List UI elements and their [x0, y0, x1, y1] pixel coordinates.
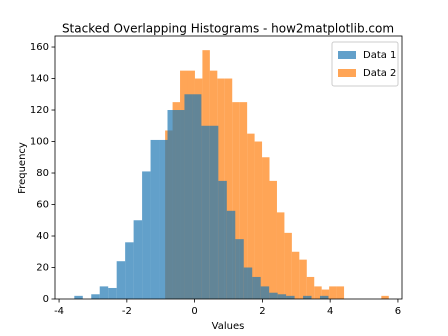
bar [254, 141, 263, 299]
bar [133, 220, 143, 299]
bar [381, 295, 389, 299]
bar [286, 295, 295, 299]
legend-box [331, 41, 399, 87]
bar [269, 292, 278, 299]
y-axis-label: Frequency [17, 142, 28, 194]
bar [284, 232, 292, 299]
bar [167, 110, 176, 299]
bar [276, 212, 285, 299]
x-tick-label: 2 [259, 306, 265, 317]
legend-label: Data 1 [363, 50, 396, 61]
bar [319, 295, 329, 299]
bar [277, 294, 287, 299]
bar [226, 210, 236, 299]
bar [99, 286, 109, 299]
bar [329, 286, 337, 299]
x-axis-label: Values [212, 321, 245, 332]
y-tick-label: 80 [36, 168, 49, 179]
y-tick-label: 20 [36, 263, 49, 274]
x-tick-label: 4 [327, 306, 333, 317]
y-tick-label: 0 [43, 294, 49, 305]
bar [175, 110, 185, 299]
bar [150, 139, 160, 299]
x-tick-label: -2 [122, 306, 132, 317]
bar [232, 102, 240, 300]
bar [262, 157, 270, 299]
axes-frame [54, 35, 403, 300]
bar [184, 94, 193, 299]
bar [116, 261, 126, 299]
bar [336, 286, 345, 299]
bar [321, 289, 330, 299]
x-tick-label: -4 [54, 306, 64, 317]
bar [306, 276, 315, 299]
bar [299, 259, 307, 299]
bar [125, 242, 134, 299]
bar [218, 180, 227, 299]
legend-label: Data 2 [363, 68, 396, 79]
legend-swatch [338, 69, 356, 77]
y-tick-label: 100 [30, 137, 49, 148]
bar [303, 295, 312, 299]
bar [247, 133, 255, 299]
bar [239, 102, 248, 300]
bar [192, 94, 202, 299]
chart-title: Stacked Overlapping Histograms - how2mat… [62, 22, 394, 36]
y-tick-label: 160 [30, 42, 49, 53]
y-tick-label: 40 [36, 231, 49, 242]
x-tick-label: 0 [191, 306, 197, 317]
y-tick-label: 60 [36, 200, 49, 211]
legend-swatch [338, 51, 356, 59]
bar [235, 239, 244, 299]
bar [159, 139, 168, 299]
bar [74, 295, 83, 299]
bar [201, 125, 210, 299]
bar [142, 171, 151, 299]
bar [243, 267, 253, 299]
x-tick-label: 6 [395, 306, 401, 317]
bar [252, 276, 261, 299]
y-tick-label: 140 [30, 74, 49, 85]
bar [224, 78, 233, 299]
bar [260, 286, 270, 299]
bar [314, 286, 322, 299]
bar [209, 125, 219, 299]
y-tick-label: 120 [30, 105, 49, 116]
bar [291, 251, 300, 299]
bar [91, 294, 100, 299]
bar [108, 287, 117, 299]
bar [269, 180, 277, 299]
